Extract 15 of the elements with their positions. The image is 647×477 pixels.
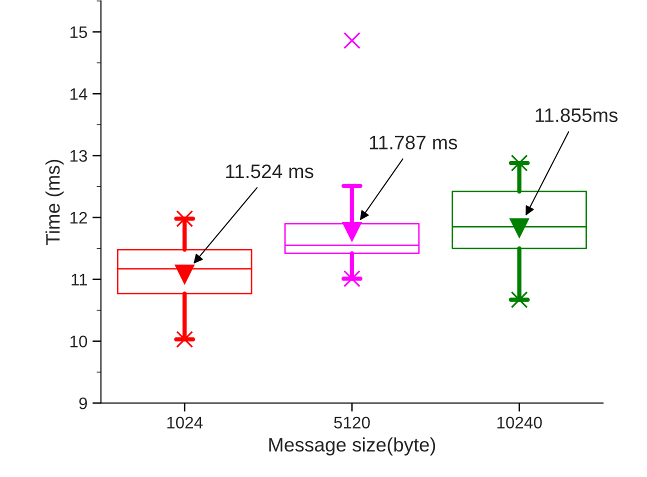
annotation: 11.787 ms — [370, 136, 458, 150]
y-tick-label: 13 — [70, 150, 88, 162]
x-axis-title: Message size(byte) — [269, 437, 436, 456]
annotation: 11.524 ms — [226, 164, 314, 178]
y-tick-label: 9 — [79, 397, 87, 410]
x-tick-label: 5120 — [334, 416, 370, 428]
y-tick-label: 10 — [70, 336, 88, 348]
x-tick-label: 1024 — [167, 416, 203, 428]
y-tick-label: 14 — [70, 88, 88, 100]
y-tick-label: 12 — [70, 212, 87, 224]
y-tick-label: 11 — [72, 274, 87, 286]
y-axis-title: Time (ms) — [46, 160, 64, 245]
y-tick-label: 15 — [70, 26, 88, 38]
annotation: 11.855ms — [536, 108, 618, 122]
x-tick-label: 10240 — [497, 416, 542, 428]
